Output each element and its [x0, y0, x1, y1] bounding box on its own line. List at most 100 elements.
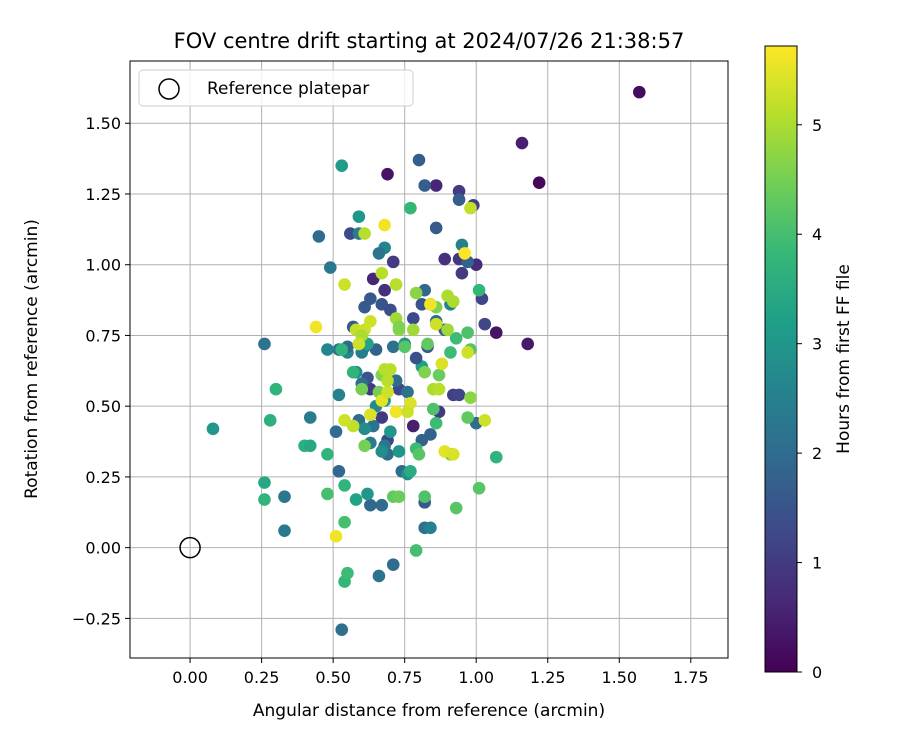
data-point: [329, 425, 343, 438]
data-point: [372, 247, 386, 260]
x-axis-ticks: 0.00 0.25 0.50 0.75 1.00 1.25 1.50 1.75: [172, 658, 709, 687]
data-point: [323, 261, 337, 274]
data-point: [269, 382, 283, 396]
x-tick-label: 1.75: [673, 668, 709, 687]
legend-label: Reference platepar: [207, 79, 369, 99]
x-tick-label: 1.25: [530, 668, 566, 687]
data-point: [386, 558, 400, 571]
data-point: [384, 363, 397, 376]
data-point: [338, 414, 351, 427]
x-tick-label: 0.75: [387, 668, 423, 687]
data-point: [447, 447, 460, 461]
y-tick-label: 1.00: [85, 256, 121, 275]
legend-box: [138, 69, 414, 107]
data-point: [424, 521, 437, 535]
x-tick-label: 0.00: [172, 668, 208, 687]
data-point: [406, 323, 420, 337]
data-point: [458, 247, 472, 260]
data-point: [352, 210, 366, 223]
data-point: [418, 179, 432, 192]
data-point: [341, 566, 354, 580]
y-axis-ticks: −0.25 0.00 0.25 0.50 0.75 1.00 1.25 1.50: [72, 114, 130, 628]
data-point: [381, 167, 394, 181]
data-point: [346, 365, 360, 379]
data-point: [441, 289, 454, 303]
colorbar-tick-label: 4: [812, 225, 822, 244]
data-point: [321, 343, 334, 356]
data-point: [392, 320, 406, 334]
data-point: [418, 490, 432, 504]
data-points: [206, 85, 646, 637]
data-point: [401, 385, 414, 399]
data-point: [303, 411, 317, 424]
data-point: [364, 315, 377, 328]
data-point: [429, 179, 443, 192]
data-point: [206, 422, 220, 436]
data-point: [418, 365, 432, 379]
data-point: [461, 326, 474, 339]
data-point: [358, 300, 371, 314]
data-point: [355, 382, 369, 396]
data-point: [332, 464, 346, 478]
data-point: [452, 193, 466, 206]
data-point: [438, 252, 452, 266]
data-point: [338, 479, 351, 492]
colorbar-tick-label: 1: [812, 554, 822, 573]
data-point: [424, 298, 437, 311]
data-point: [455, 266, 469, 280]
data-point: [321, 487, 334, 501]
y-tick-label: 0.50: [85, 397, 121, 416]
data-point: [515, 136, 529, 150]
data-point: [263, 414, 277, 427]
data-point: [361, 487, 374, 501]
data-point: [398, 340, 411, 354]
data-point: [406, 419, 420, 433]
plot-frame: [129, 60, 729, 659]
data-point: [404, 464, 417, 478]
x-tick-label: 0.50: [315, 668, 351, 687]
data-point: [349, 493, 363, 506]
data-point: [449, 501, 463, 515]
data-point: [386, 255, 400, 269]
data-point: [364, 408, 377, 421]
data-point: [389, 405, 403, 419]
data-point: [401, 405, 414, 419]
data-point: [489, 450, 503, 464]
x-tick-label: 0.25: [244, 668, 280, 687]
data-point: [338, 278, 351, 291]
colorbar-label: Hours from first FF file: [834, 264, 854, 454]
data-point: [258, 337, 271, 351]
data-point: [521, 337, 535, 351]
data-point: [449, 331, 463, 345]
data-point: [384, 425, 397, 438]
data-point: [412, 447, 426, 461]
data-point: [335, 159, 349, 172]
y-tick-label: 1.25: [85, 185, 121, 204]
data-point: [409, 544, 423, 557]
data-point: [472, 283, 486, 297]
y-tick-label: 0.25: [85, 468, 121, 487]
x-tick-label: 1.00: [458, 668, 494, 687]
colorbar-tick-label: 5: [812, 116, 822, 135]
data-point: [321, 447, 334, 461]
reference-point-marker: [179, 536, 201, 559]
data-point: [392, 445, 406, 458]
data-point: [472, 481, 486, 495]
data-point: [435, 357, 449, 371]
data-point: [489, 326, 503, 339]
data-point: [258, 493, 271, 506]
data-point: [441, 323, 454, 337]
data-point: [335, 623, 349, 637]
y-tick-label: 0.00: [85, 539, 121, 558]
data-point: [329, 530, 343, 543]
data-point: [424, 428, 437, 441]
data-point: [444, 346, 457, 359]
data-point: [338, 515, 351, 529]
data-point: [429, 416, 443, 430]
data-point: [412, 153, 426, 167]
data-point: [389, 278, 403, 291]
data-point: [409, 286, 423, 300]
data-point: [378, 283, 391, 297]
legend-reference-marker: [158, 78, 180, 100]
